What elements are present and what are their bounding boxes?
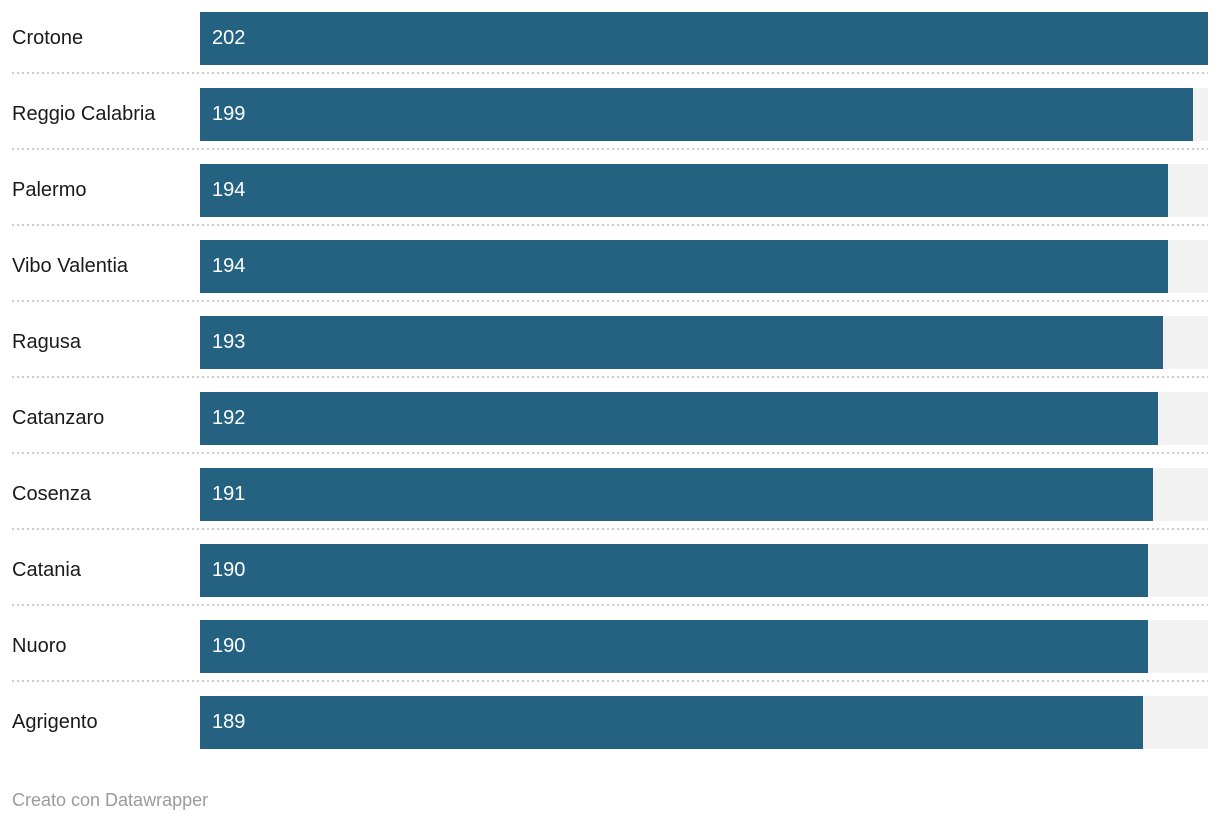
bar[interactable]: 190 <box>200 619 1149 673</box>
category-label: Cosenza <box>12 482 91 505</box>
bar[interactable]: 194 <box>200 239 1169 293</box>
chart-row: Vibo Valentia 194 <box>0 228 1220 304</box>
chart-row: Reggio Calabria 199 <box>0 76 1220 152</box>
chart-row: Nuoro 190 <box>0 608 1220 684</box>
bar[interactable]: 199 <box>200 87 1194 141</box>
value-label: 193 <box>212 330 246 353</box>
bar-track: 202 <box>200 11 1208 65</box>
bar[interactable]: 190 <box>200 543 1149 597</box>
category-label: Ragusa <box>12 330 81 353</box>
value-label: 194 <box>212 254 246 277</box>
value-label: 191 <box>212 482 246 505</box>
chart-row: Catanzaro 192 <box>0 380 1220 456</box>
value-label: 190 <box>212 634 246 657</box>
chart-row: Agrigento 189 <box>0 684 1220 760</box>
attribution-text: Creato con Datawrapper <box>12 790 209 810</box>
bar-track: 192 <box>200 391 1208 445</box>
bar[interactable]: 194 <box>200 163 1169 217</box>
chart-row: Catania 190 <box>0 532 1220 608</box>
bar-track: 194 <box>200 163 1208 217</box>
value-label: 192 <box>212 406 246 429</box>
category-label: Catanzaro <box>12 406 105 429</box>
chart-row: Ragusa 193 <box>0 304 1220 380</box>
value-label: 189 <box>212 710 246 733</box>
category-label: Catania <box>12 558 81 581</box>
bar-track: 189 <box>200 695 1208 749</box>
bar-track: 191 <box>200 467 1208 521</box>
value-label: 202 <box>212 26 246 49</box>
bar[interactable]: 189 <box>200 695 1144 749</box>
value-label: 194 <box>212 178 246 201</box>
category-label: Crotone <box>12 26 84 49</box>
chart-row: Cosenza 191 <box>0 456 1220 532</box>
chart-rows: Crotone 202 Reggio Calabria 199 Palermo 194 Vi… <box>0 0 1220 760</box>
bar[interactable]: 191 <box>200 467 1154 521</box>
bar-track: 193 <box>200 315 1208 369</box>
value-label: 199 <box>212 102 246 125</box>
chart-row: Palermo 194 <box>0 152 1220 228</box>
bar-track: 190 <box>200 619 1208 673</box>
bar[interactable]: 193 <box>200 315 1164 369</box>
bar-track: 194 <box>200 239 1208 293</box>
bar[interactable]: 192 <box>200 391 1159 445</box>
bar-track: 199 <box>200 87 1208 141</box>
category-label: Agrigento <box>12 710 98 733</box>
bar-track: 190 <box>200 543 1208 597</box>
category-label: Palermo <box>12 178 87 201</box>
value-label: 190 <box>212 558 246 581</box>
category-label: Reggio Calabria <box>12 102 156 125</box>
chart-row: Crotone 202 <box>0 0 1220 76</box>
category-label: Nuoro <box>12 634 67 657</box>
category-label: Vibo Valentia <box>12 254 129 277</box>
bar[interactable]: 202 <box>200 11 1208 65</box>
